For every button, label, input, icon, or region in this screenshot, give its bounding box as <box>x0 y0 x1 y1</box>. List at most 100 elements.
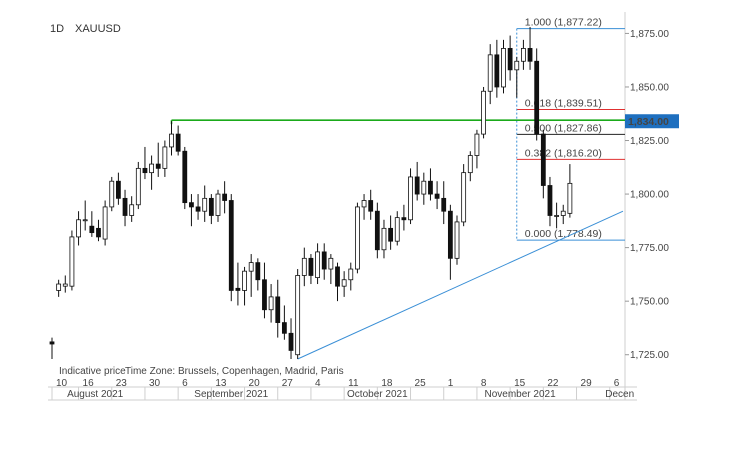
candle-up <box>135 167 141 206</box>
indicative-price-note: Indicative price <box>59 366 126 377</box>
current-price-badge <box>625 114 679 129</box>
candle-up <box>215 193 221 216</box>
candle-up <box>361 200 367 208</box>
x-tick-label: 4 <box>315 378 321 389</box>
candle-up <box>301 257 307 276</box>
support-trendline <box>297 210 624 360</box>
candle-up <box>295 275 301 356</box>
candle-up <box>355 206 360 270</box>
candle-down <box>441 197 447 212</box>
y-axis: 1,725.00 1,750.00 1,775.00 1,800.00 1,825.00… <box>625 29 679 361</box>
candle-down <box>428 180 433 195</box>
candle-up <box>76 219 81 238</box>
symbol-label[interactable]: XAUUSD <box>75 23 121 35</box>
candle-down <box>142 167 148 174</box>
candle-down <box>182 150 188 204</box>
x-tick-label: 6 <box>182 378 188 389</box>
candle-down <box>275 296 281 323</box>
x-tick-label: 15 <box>514 378 526 389</box>
fib-level-label: 0.500 (1,827.86) <box>525 122 602 134</box>
y-tick-label: 1,825.00 <box>630 136 669 147</box>
x-tick-label: 29 <box>581 378 593 389</box>
month-label: September 2021 <box>194 389 268 400</box>
x-tick-label: 23 <box>116 378 128 389</box>
candle-up <box>248 262 254 272</box>
candle-up <box>381 227 387 251</box>
candle-down <box>388 227 394 242</box>
timezone-note: Time Zone: Brussels, Copenhagen, Madrid,… <box>125 366 344 377</box>
candle-down <box>175 133 181 152</box>
candle-down <box>228 200 234 291</box>
candle-up <box>62 283 68 287</box>
current-price-label: 1,834.00 <box>628 116 669 128</box>
candle-down <box>414 176 420 195</box>
x-tick-label: 8 <box>481 378 487 389</box>
candle-up <box>149 163 154 174</box>
candle-up <box>348 268 354 281</box>
candle-up <box>56 283 62 291</box>
x-tick-label: 10 <box>56 378 68 389</box>
candle-up <box>514 60 520 71</box>
candle-up <box>202 197 208 212</box>
candle-up <box>315 251 320 279</box>
candle-up <box>487 54 493 92</box>
candle-down <box>189 202 194 208</box>
candle-up <box>328 257 334 270</box>
candle-up <box>521 48 526 62</box>
x-tick-label: 22 <box>547 378 559 389</box>
month-label: October 2021 <box>347 389 408 400</box>
x-tick-label: 13 <box>215 378 227 389</box>
y-tick-label: 1,875.00 <box>630 29 669 40</box>
candle-up <box>102 206 108 240</box>
x-tick-label: 27 <box>282 378 294 389</box>
candle-down <box>262 279 267 311</box>
y-tick-label: 1,850.00 <box>630 82 669 93</box>
month-label: November 2021 <box>485 389 557 400</box>
candle-up <box>109 180 115 208</box>
candle-down <box>49 341 55 345</box>
candle-up <box>567 182 573 214</box>
x-tick-label: 6 <box>614 378 620 389</box>
candle-down <box>321 251 327 270</box>
candle-up <box>169 133 174 148</box>
candle-down <box>447 210 453 259</box>
month-label: Decen <box>605 389 634 400</box>
candle-down <box>335 266 340 287</box>
candle-up <box>242 270 247 291</box>
candle-down <box>255 262 261 281</box>
y-tick-label: 1,775.00 <box>630 243 669 254</box>
fib-level-label: 0.618 (1,839.51) <box>525 97 602 109</box>
x-tick-label: 16 <box>83 378 95 389</box>
candle-down <box>540 133 546 186</box>
candle-up <box>474 133 480 156</box>
timeframe-label[interactable]: 1D <box>50 23 64 35</box>
candle-up <box>268 296 274 311</box>
candle-up <box>461 172 467 223</box>
candle-down <box>507 48 513 71</box>
x-tick-label: 11 <box>348 378 359 389</box>
candle-up <box>408 176 413 221</box>
x-tick-label: 25 <box>415 378 427 389</box>
grid <box>48 12 637 401</box>
candle-down <box>527 48 533 62</box>
candle-down <box>235 287 241 291</box>
candle-down <box>534 60 540 135</box>
candle-up <box>69 236 75 287</box>
candle-down <box>494 54 500 88</box>
candle-down <box>368 200 374 212</box>
candle-down <box>401 217 407 221</box>
candle-down <box>195 206 201 212</box>
x-tick-label: 18 <box>381 378 393 389</box>
candle-down <box>434 193 440 199</box>
candle-down <box>89 225 95 234</box>
candle-down <box>96 227 101 238</box>
candle-up <box>481 90 486 135</box>
candle-up <box>501 48 506 88</box>
month-label: August 2021 <box>67 389 124 400</box>
y-tick-label: 1,750.00 <box>630 297 669 308</box>
candles <box>49 26 573 360</box>
candle-up <box>467 155 473 174</box>
candle-down <box>208 197 214 216</box>
y-tick-label: 1,800.00 <box>630 190 669 201</box>
